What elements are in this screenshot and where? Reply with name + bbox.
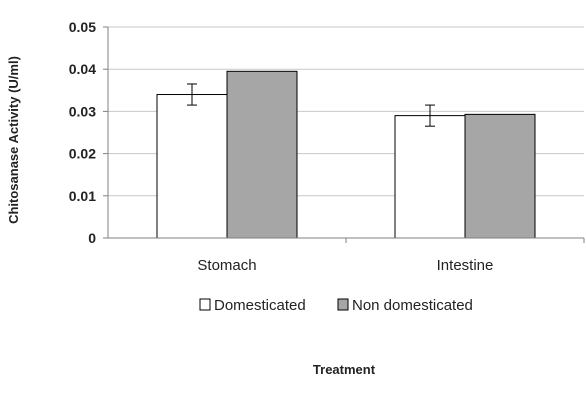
y-tick-label: 0.05 [69,19,96,35]
x-category-label: Stomach [197,257,256,274]
legend: Domesticated Non domesticated [199,297,473,314]
legend-label: Domesticated [214,297,306,314]
bar-non-domesticated-stomach [226,70,298,239]
bar-domesticated-stomach [156,94,228,239]
legend-swatch [337,298,349,311]
y-tick-label: 0.01 [69,188,96,204]
y-tick-labels: 0 0.01 0.02 0.03 0.04 0.05 [69,19,96,246]
error-bars [187,83,435,127]
legend-label: Non domesticated [352,297,473,314]
x-axis-title: Treatment [313,362,376,377]
x-category-labels: Stomach Intestine [197,257,493,274]
y-tick-label: 0.02 [69,146,96,162]
axes [103,26,585,243]
x-category-label: Intestine [437,257,494,274]
y-tick-label: 0 [88,230,96,246]
bar-non-domesticated-intestine [464,113,536,239]
y-tick-label: 0.04 [69,61,96,77]
y-axis-title: Chitosanase Activity (U/ml) [6,56,21,224]
bar-domesticated-intestine [394,115,466,239]
bars [156,70,536,239]
legend-swatch [199,298,211,311]
y-tick-label: 0.03 [69,103,96,119]
